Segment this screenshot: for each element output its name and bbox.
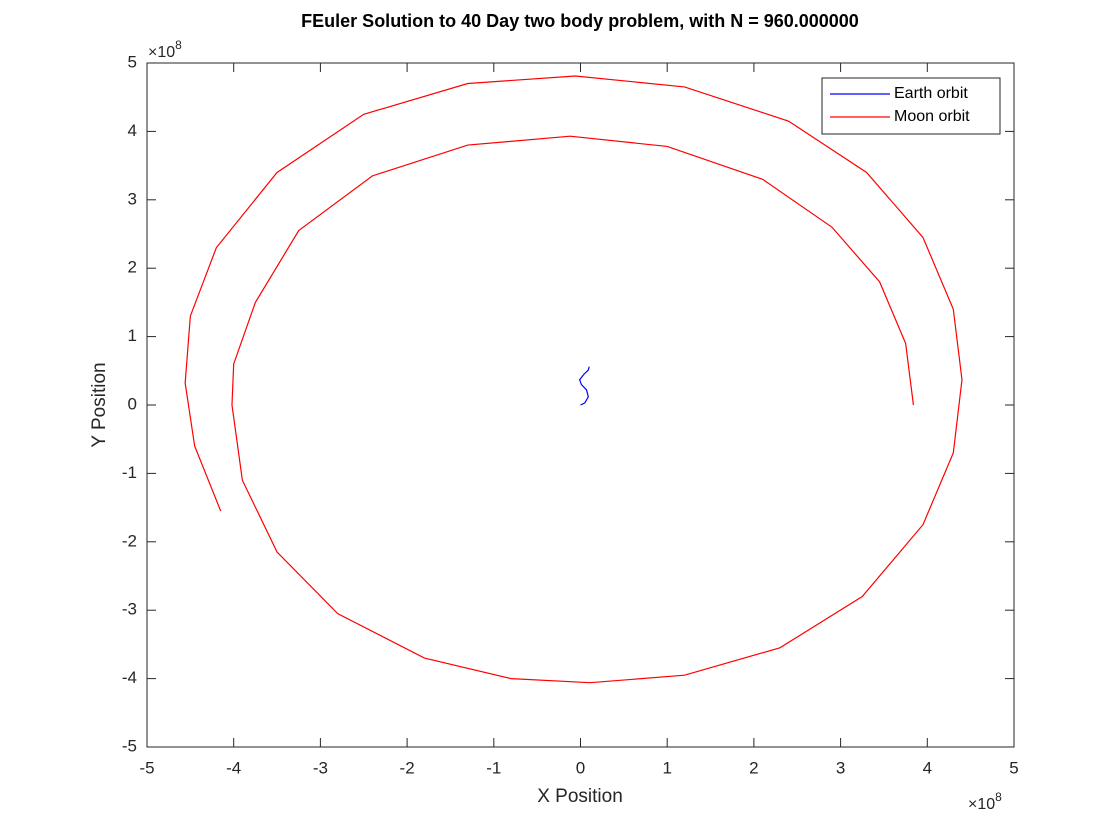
- x-tick-label: -5: [139, 758, 154, 777]
- y-axis-label: Y Position: [89, 362, 110, 447]
- chart-title: FEuler Solution to 40 Day two body probl…: [301, 11, 859, 31]
- x-tick-label: 4: [923, 758, 932, 777]
- legend-box: [821, 77, 1001, 135]
- y-tick-label: 5: [128, 52, 137, 71]
- x-tick-label: -4: [226, 758, 241, 777]
- y-exponent-power: 8: [175, 38, 182, 52]
- x-tick-label: 1: [662, 758, 671, 777]
- x-exponent-power: 8: [995, 790, 1002, 804]
- y-tick-label: -3: [122, 600, 137, 619]
- y-exponent: ×108: [148, 38, 182, 61]
- x-axis-label: X Position: [537, 786, 623, 807]
- x-tick-label: 3: [836, 758, 845, 777]
- x-tick-label: -3: [313, 758, 328, 777]
- series-line: [578, 366, 590, 406]
- y-tick-label: 3: [128, 189, 137, 208]
- axes-box: [146, 62, 1015, 748]
- y-tick-label: 1: [128, 326, 137, 345]
- y-tick-label: 4: [128, 121, 137, 140]
- x-exponent-base: ×10: [968, 796, 995, 813]
- y-tick-label: -5: [122, 736, 137, 755]
- legend-label: Moon orbit: [894, 108, 970, 125]
- x-tick-label: 5: [1009, 758, 1018, 777]
- y-tick-label: -2: [122, 531, 137, 550]
- legend-label: Earth orbit: [894, 85, 968, 102]
- y-tick-label: 0: [128, 394, 137, 413]
- y-exponent-base: ×10: [148, 44, 175, 61]
- y-tick-label: -4: [122, 668, 137, 687]
- x-exponent: ×108: [968, 790, 1002, 813]
- y-tick-label: -1: [122, 463, 137, 482]
- series-line: [184, 75, 963, 684]
- x-tick-label: 0: [576, 758, 585, 777]
- x-tick-label: -1: [486, 758, 501, 777]
- x-tick-label: 2: [749, 758, 758, 777]
- x-tick-label: -2: [400, 758, 415, 777]
- y-tick-label: 2: [128, 258, 137, 277]
